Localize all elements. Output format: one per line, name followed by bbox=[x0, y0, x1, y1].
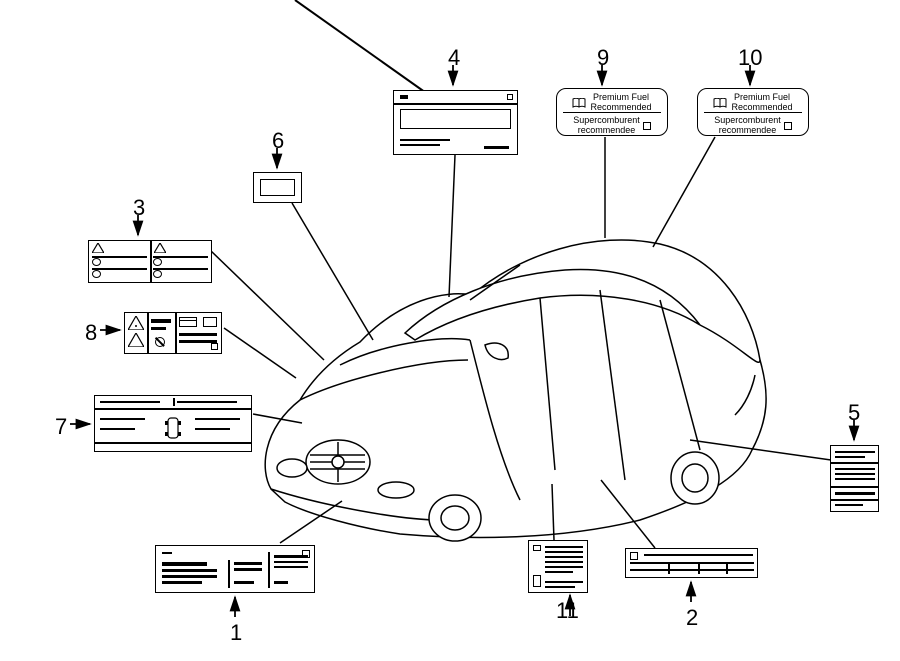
grille bbox=[306, 440, 370, 484]
label-3 bbox=[88, 240, 212, 283]
label-10-line4: recommendee bbox=[714, 126, 781, 136]
callout-11: 11 bbox=[556, 598, 579, 624]
book-icon bbox=[713, 98, 727, 108]
label-11 bbox=[528, 540, 588, 593]
label-2 bbox=[625, 548, 758, 578]
callout-4: 4 bbox=[448, 45, 460, 71]
label-9-line4: recommendee bbox=[573, 126, 640, 136]
callout-8: 8 bbox=[85, 320, 97, 346]
label-1 bbox=[155, 545, 315, 593]
callout-10: 10 bbox=[738, 45, 762, 71]
label-5 bbox=[830, 445, 879, 512]
callout-1: 1 bbox=[230, 620, 242, 646]
callout-5: 5 bbox=[848, 400, 860, 426]
label-7 bbox=[94, 395, 252, 452]
label-4 bbox=[393, 90, 518, 155]
label-8 bbox=[124, 312, 222, 354]
callout-6: 6 bbox=[272, 128, 284, 154]
callout-9: 9 bbox=[597, 45, 609, 71]
callout-3: 3 bbox=[133, 195, 145, 221]
callout-7: 7 bbox=[55, 414, 67, 440]
label-10: Premium Fuel Recommended Supercomburent … bbox=[697, 88, 809, 136]
label-6 bbox=[253, 172, 302, 203]
callout-2: 2 bbox=[686, 605, 698, 631]
book-icon bbox=[572, 98, 586, 108]
label-9: Premium Fuel Recommended Supercomburent … bbox=[556, 88, 668, 136]
